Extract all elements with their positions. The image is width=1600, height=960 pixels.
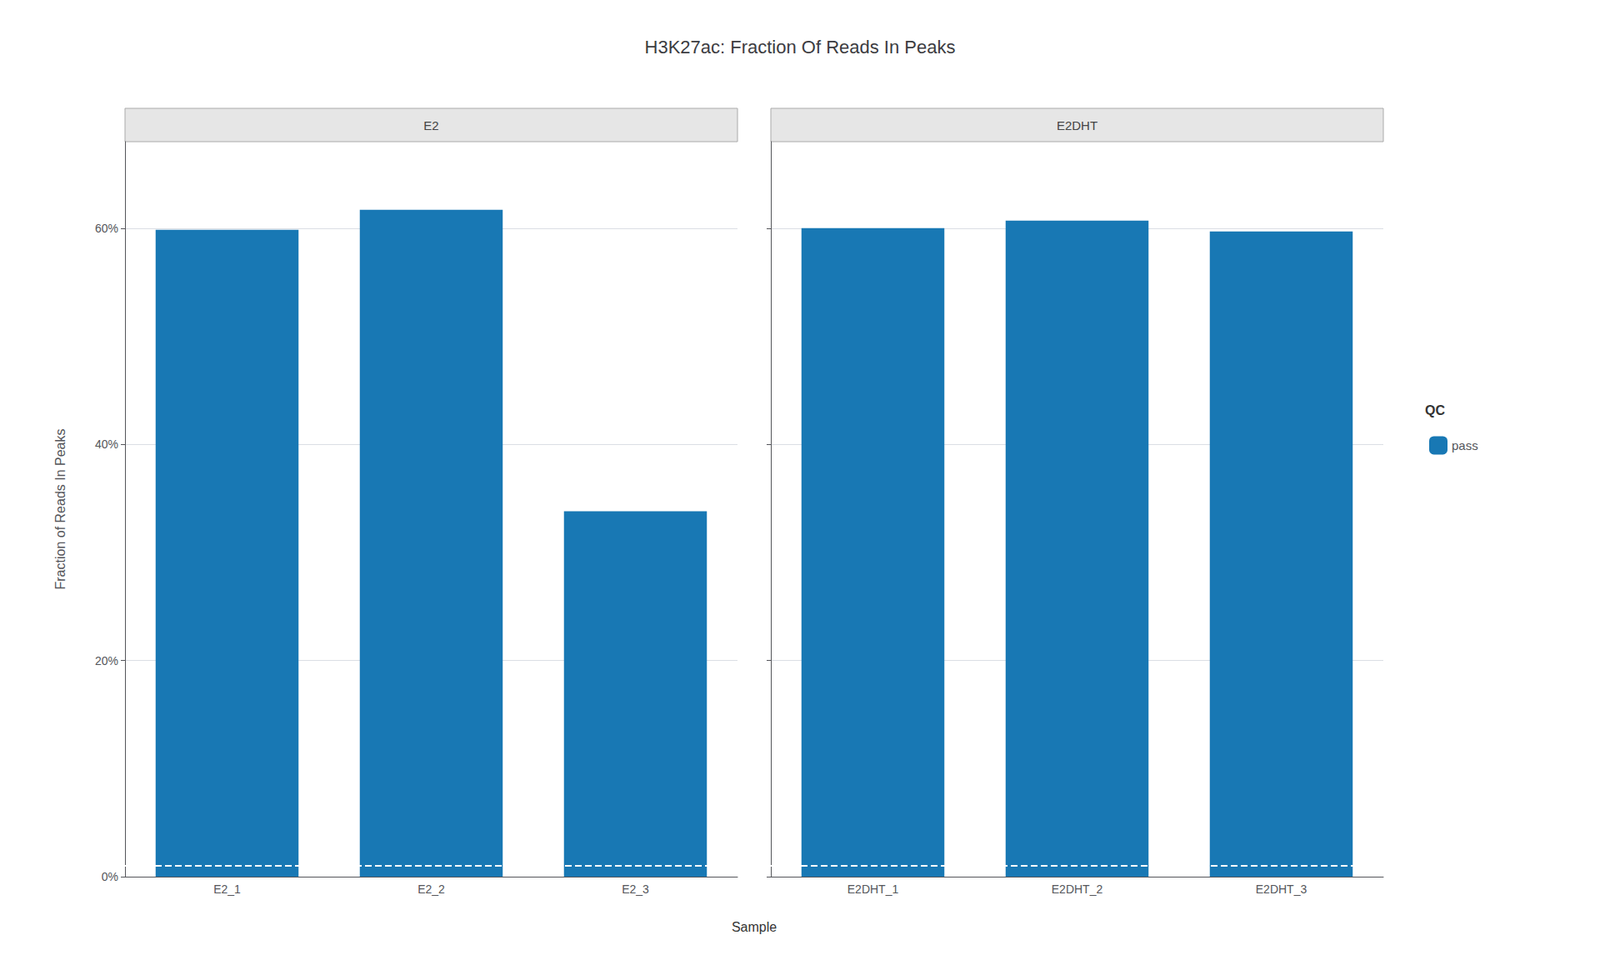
svg-text:E2DHT_1: E2DHT_1 <box>847 882 900 896</box>
svg-text:E2: E2 <box>423 118 439 133</box>
svg-text:20%: 20% <box>95 654 119 668</box>
svg-text:Fraction of Reads In Peaks: Fraction of Reads In Peaks <box>53 429 68 590</box>
svg-text:QC: QC <box>1425 403 1445 418</box>
svg-text:E2_3: E2_3 <box>621 882 650 896</box>
svg-text:E2_2: E2_2 <box>417 882 445 896</box>
svg-text:Sample: Sample <box>731 920 777 935</box>
svg-text:40%: 40% <box>95 437 119 451</box>
svg-text:H3K27ac: Fraction Of Reads In: H3K27ac: Fraction Of Reads In Peaks <box>645 36 956 58</box>
svg-text:E2DHT: E2DHT <box>1056 118 1098 133</box>
svg-text:60%: 60% <box>95 221 119 235</box>
svg-text:E2_1: E2_1 <box>213 882 241 896</box>
svg-text:pass: pass <box>1451 438 1479 453</box>
svg-text:E2DHT_3: E2DHT_3 <box>1255 882 1308 896</box>
svg-text:E2DHT_2: E2DHT_2 <box>1051 882 1104 896</box>
svg-text:0%: 0% <box>101 870 119 884</box>
